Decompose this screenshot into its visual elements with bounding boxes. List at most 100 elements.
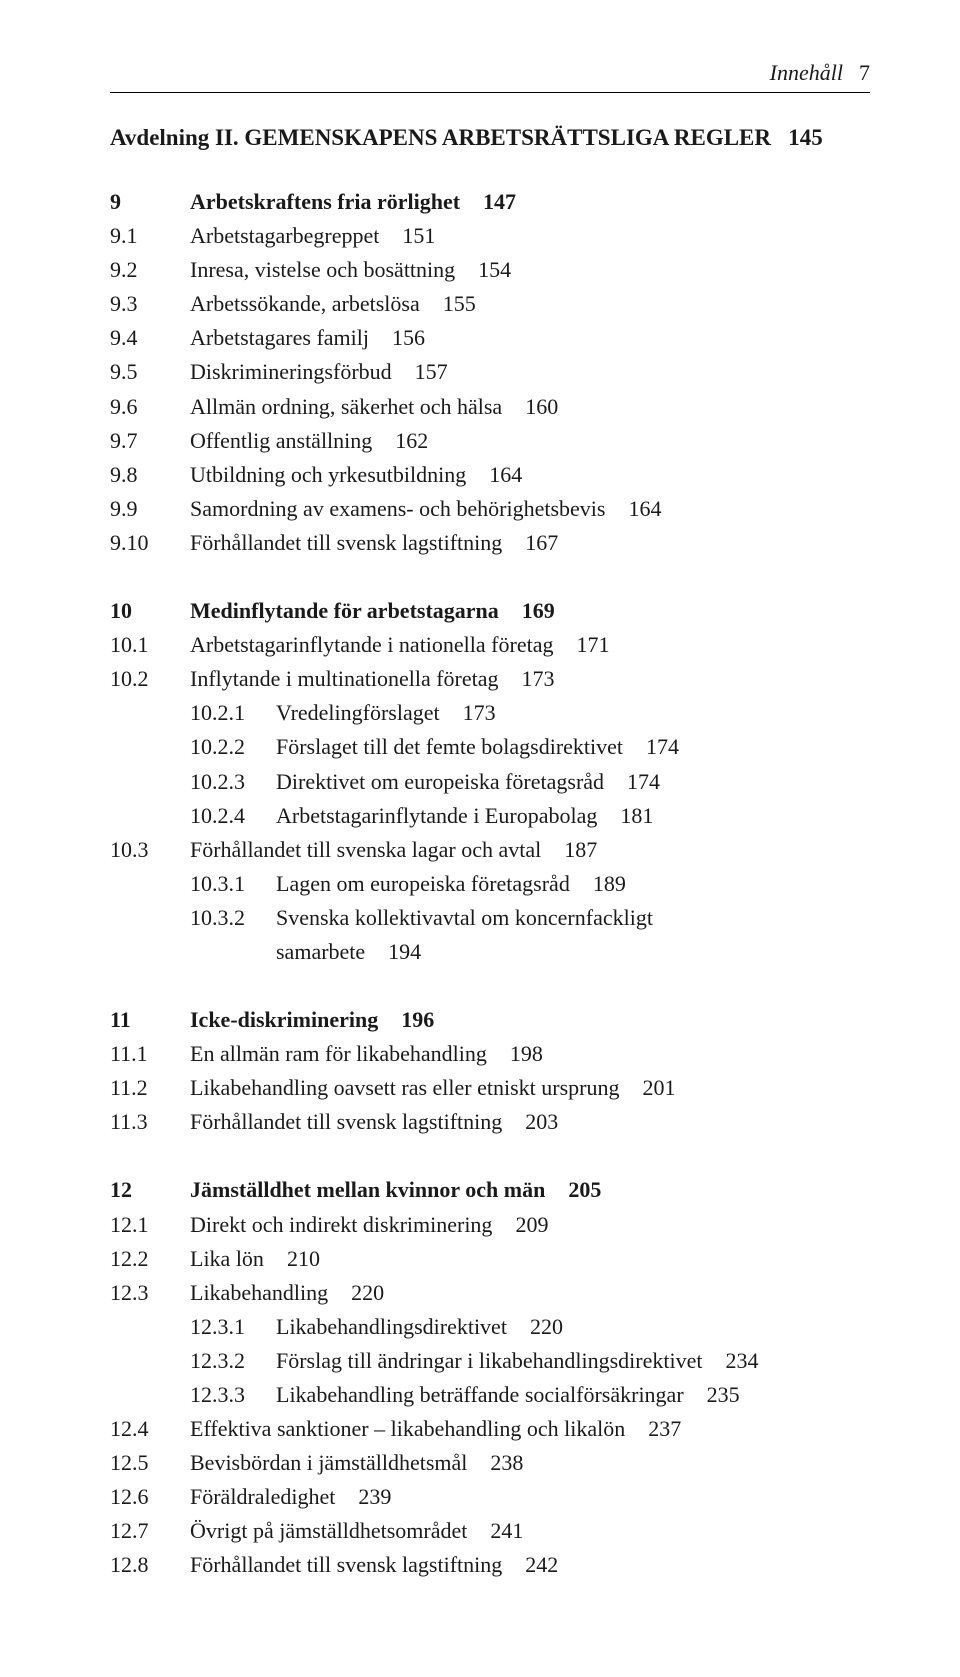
toc-title: Medinflytande för arbetstagarna 169: [190, 594, 870, 628]
toc-entry: 9.10Förhållandet till svensk lagstiftnin…: [110, 526, 870, 560]
toc-title: Arbetssökande, arbetslösa 155: [190, 287, 870, 321]
toc-entry: 12.6Föräldraledighet 239: [110, 1480, 870, 1514]
toc-title: Samordning av examens- och behörighetsbe…: [190, 492, 870, 526]
toc-num: 12.2: [110, 1242, 190, 1276]
toc-sub-entry: 12.3.3Likabehandling beträffande socialf…: [190, 1378, 870, 1412]
toc-num: 12: [110, 1173, 190, 1207]
toc-title: Likabehandling oavsett ras eller etniskt…: [190, 1071, 870, 1105]
toc-num: 12.5: [110, 1446, 190, 1480]
page: Innehåll 7 Avdelning II. GEMENSKAPENS AR…: [0, 0, 960, 1677]
toc-page: 205: [557, 1177, 601, 1202]
toc-num: 10: [110, 594, 190, 628]
toc-num: 9.10: [110, 526, 190, 560]
toc-entry: 11.1En allmän ram för likabehandling 198: [110, 1037, 870, 1071]
toc-title: Arbetskraftens fria rörlighet 147: [190, 185, 870, 219]
toc-sub-entry: 10.2.3Direktivet om europeiska företagsr…: [190, 765, 870, 799]
toc-page: 155: [432, 291, 476, 316]
toc-sub-title: Arbetstagarinflytande i Europabolag 181: [276, 799, 870, 833]
toc-num: 9.7: [110, 424, 190, 458]
toc-sub-num: 12.3.1: [190, 1310, 276, 1344]
toc-num: 9: [110, 185, 190, 219]
toc-page: 169: [511, 598, 555, 623]
toc-page: 209: [504, 1212, 548, 1237]
toc-page: 189: [582, 871, 626, 896]
toc-num: 9.4: [110, 321, 190, 355]
toc-num: 12.6: [110, 1480, 190, 1514]
toc-sub-num: 10.2.3: [190, 765, 276, 799]
toc-title: Direkt och indirekt diskriminering 209: [190, 1208, 870, 1242]
toc-entry: 10.1Arbetstagarinflytande i nationella f…: [110, 628, 870, 662]
toc-entry: 12.4Effektiva sanktioner – likabehandlin…: [110, 1412, 870, 1446]
toc-page: 174: [616, 769, 660, 794]
header-label: Innehåll: [770, 60, 843, 86]
toc-sub-num: 10.3.2: [190, 901, 276, 935]
toc-sub-cont: samarbete 194: [276, 935, 870, 969]
toc-page: 174: [635, 734, 679, 759]
toc-num: 12.4: [110, 1412, 190, 1446]
toc-num: 10.3: [110, 833, 190, 867]
toc-entry: 11.3Förhållandet till svensk lagstiftnin…: [110, 1105, 870, 1139]
toc-sub-num: 12.3.3: [190, 1378, 276, 1412]
toc-page: 235: [696, 1382, 740, 1407]
toc-sub-title: Svenska kollektivavtal om koncernfacklig…: [276, 901, 870, 935]
toc-section-head: 9Arbetskraftens fria rörlighet 147: [110, 185, 870, 219]
toc-entry: 9.5Diskrimineringsförbud 157: [110, 355, 870, 389]
division-title: Avdelning II. GEMENSKAPENS ARBETSRÄTTSLI…: [110, 125, 870, 151]
toc-num: 12.1: [110, 1208, 190, 1242]
toc-entry: 12.5Bevisbördan i jämställdhetsmål 238: [110, 1446, 870, 1480]
toc-entry: 9.4Arbetstagares familj 156: [110, 321, 870, 355]
toc-num: 12.3: [110, 1276, 190, 1310]
toc-entry: 12.7Övrigt på jämställdhetsområdet 241: [110, 1514, 870, 1548]
toc-section: 10Medinflytande för arbetstagarna 16910.…: [110, 594, 870, 969]
toc-num: 10.2: [110, 662, 190, 696]
toc-title: Allmän ordning, säkerhet och hälsa 160: [190, 390, 870, 424]
toc-entry: 9.2Inresa, vistelse och bosättning 154: [110, 253, 870, 287]
toc-entry: 10.2Inflytande i multinationella företag…: [110, 662, 870, 696]
toc-num: 9.2: [110, 253, 190, 287]
toc-sub-entry: 10.2.4Arbetstagarinflytande i Europabola…: [190, 799, 870, 833]
toc-page: 157: [404, 359, 448, 384]
toc-sub-entry: 10.3.2Svenska kollektivavtal om koncernf…: [190, 901, 870, 969]
toc-page: 220: [519, 1314, 563, 1339]
toc-title: Effektiva sanktioner – likabehandling oc…: [190, 1412, 870, 1446]
toc-title: Jämställdhet mellan kvinnor och män 205: [190, 1173, 870, 1207]
toc-entry: 12.2Lika lön 210: [110, 1242, 870, 1276]
toc-page: 203: [514, 1109, 558, 1134]
toc-page: 151: [391, 223, 435, 248]
toc-page: 164: [478, 462, 522, 487]
toc-title: Likabehandling 220: [190, 1276, 870, 1310]
toc-page: 154: [467, 257, 511, 282]
toc-page: 198: [499, 1041, 543, 1066]
division-name: GEMENSKAPENS ARBETSRÄTTSLIGA REGLER: [244, 125, 771, 150]
toc-num: 9.3: [110, 287, 190, 321]
toc-sub-entry: 10.2.1Vredelingförslaget 173: [190, 696, 870, 730]
toc-title: Offentlig anställning 162: [190, 424, 870, 458]
toc-num: 9.8: [110, 458, 190, 492]
toc-page: 156: [381, 325, 425, 350]
toc-sub-num: 10.2.1: [190, 696, 276, 730]
toc-entry: 9.1Arbetstagarbegreppet 151: [110, 219, 870, 253]
toc-sub-title: Likabehandling beträffande socialförsäkr…: [276, 1378, 870, 1412]
toc-sub-title: Vredelingförslaget 173: [276, 696, 870, 730]
toc-page: 241: [479, 1518, 523, 1543]
toc-title: Bevisbördan i jämställdhetsmål 238: [190, 1446, 870, 1480]
toc-title: Lika lön 210: [190, 1242, 870, 1276]
toc-page: 164: [617, 496, 661, 521]
toc-sub-entry: 12.3.2Förslag till ändringar i likabehan…: [190, 1344, 870, 1378]
toc-page: 210: [276, 1246, 320, 1271]
toc-num: 11.2: [110, 1071, 190, 1105]
toc-sub-num: 10.2.2: [190, 730, 276, 764]
toc-title: Utbildning och yrkesutbildning 164: [190, 458, 870, 492]
running-header: Innehåll 7: [110, 60, 870, 86]
toc-num: 12.8: [110, 1548, 190, 1582]
toc-entry: 12.3Likabehandling 220: [110, 1276, 870, 1310]
toc-page: 167: [514, 530, 558, 555]
toc-entry: 11.2Likabehandling oavsett ras eller etn…: [110, 1071, 870, 1105]
header-page: 7: [859, 60, 870, 86]
toc-section-head: 11Icke-diskriminering 196: [110, 1003, 870, 1037]
toc-sub-num: 10.2.4: [190, 799, 276, 833]
toc-sub-title: Förslag till ändringar i likabehandlings…: [276, 1344, 870, 1378]
toc-sub-title: Likabehandlingsdirektivet 220: [276, 1310, 870, 1344]
toc-page: 194: [377, 939, 421, 964]
toc-page: 162: [384, 428, 428, 453]
